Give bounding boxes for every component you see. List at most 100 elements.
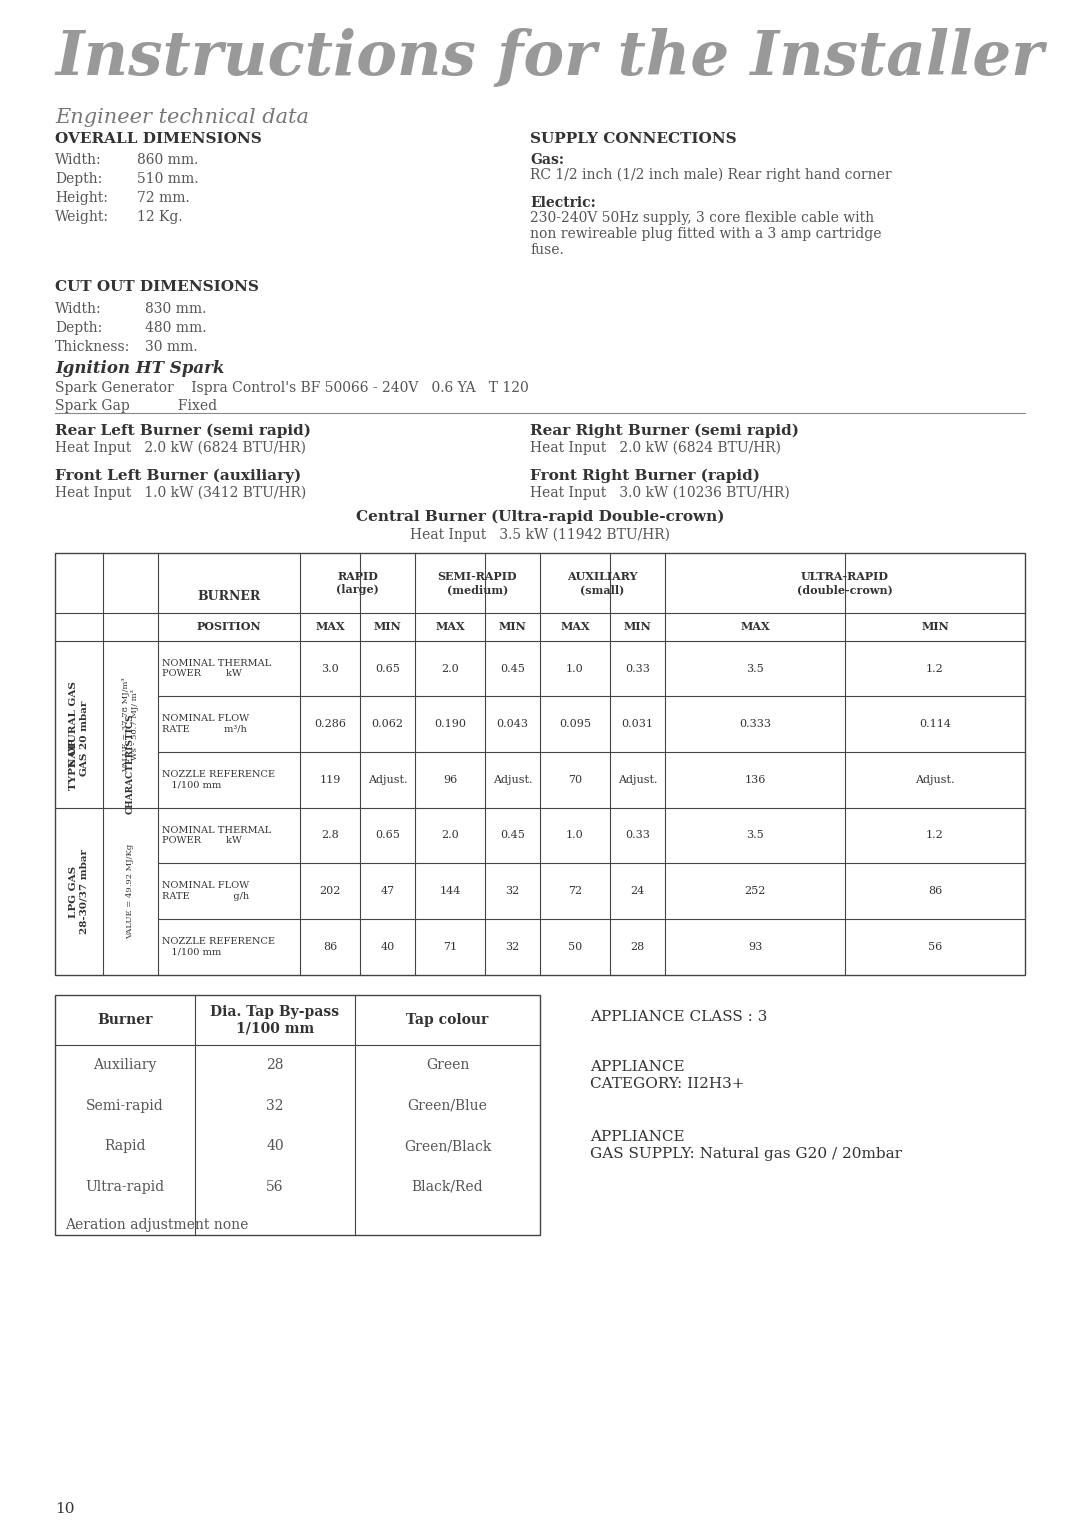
Text: Spark Generator    Ispra Control's BF 50066 - 240V   0.6 YA   T 120: Spark Generator Ispra Control's BF 50066… (55, 380, 529, 396)
Text: 70: 70 (568, 775, 582, 785)
Text: 1.2: 1.2 (927, 831, 944, 840)
Text: Central Burner (Ultra-rapid Double-crown): Central Burner (Ultra-rapid Double-crown… (355, 510, 725, 524)
Text: OVERALL DIMENSIONS: OVERALL DIMENSIONS (55, 131, 261, 147)
Text: 830 mm.: 830 mm. (145, 303, 206, 316)
Text: Gas:: Gas: (530, 153, 564, 167)
Text: Rear Left Burner (semi rapid): Rear Left Burner (semi rapid) (55, 423, 311, 439)
Text: 86: 86 (323, 941, 337, 952)
Text: Engineer technical data: Engineer technical data (55, 108, 309, 127)
Text: Height:: Height: (55, 191, 108, 205)
Text: 1.2: 1.2 (927, 663, 944, 674)
Text: 3.0: 3.0 (321, 663, 339, 674)
Text: POSITION: POSITION (197, 622, 261, 633)
Bar (55, 553, 1025, 975)
Text: TYPE OF
GAS: TYPE OF GAS (69, 738, 89, 790)
Text: 0.286: 0.286 (314, 720, 346, 729)
Text: 0.062: 0.062 (372, 720, 404, 729)
Text: 0.031: 0.031 (621, 720, 653, 729)
Text: SUPPLY CONNECTIONS: SUPPLY CONNECTIONS (530, 131, 737, 147)
Text: 86: 86 (928, 886, 942, 895)
Text: RAPID
(large): RAPID (large) (336, 571, 379, 594)
Text: Adjust.: Adjust. (492, 775, 532, 785)
Text: 0.043: 0.043 (497, 720, 528, 729)
Text: MIN: MIN (374, 622, 402, 633)
Text: CUT OUT DIMENSIONS: CUT OUT DIMENSIONS (55, 280, 259, 293)
Text: MIN: MIN (921, 622, 949, 633)
Text: Burner: Burner (97, 1013, 152, 1027)
Text: 72 mm.: 72 mm. (137, 191, 190, 205)
Text: Front Left Burner (auxiliary): Front Left Burner (auxiliary) (55, 469, 301, 483)
Text: Rapid: Rapid (105, 1140, 146, 1154)
Text: 1.0: 1.0 (566, 831, 584, 840)
Text: Heat Input   1.0 kW (3412 BTU/HR): Heat Input 1.0 kW (3412 BTU/HR) (55, 486, 307, 500)
Text: 93: 93 (747, 941, 762, 952)
Bar (55, 995, 540, 1235)
Text: Depth:: Depth: (55, 173, 103, 186)
Text: VALUE = 49.92 MJ/Kg: VALUE = 49.92 MJ/Kg (126, 843, 135, 940)
Text: Width:: Width: (55, 153, 102, 167)
Text: 32: 32 (267, 1099, 284, 1112)
Text: AUXILIARY
(small): AUXILIARY (small) (567, 571, 638, 594)
Text: 0.65: 0.65 (375, 663, 400, 674)
Text: LPG GAS
28-30/37 mbar: LPG GAS 28-30/37 mbar (69, 850, 89, 934)
Text: NOMINAL THERMAL
POWER        kW: NOMINAL THERMAL POWER kW (162, 659, 271, 678)
Text: Green/Blue: Green/Blue (407, 1099, 487, 1112)
Text: APPLIANCE CLASS : 3: APPLIANCE CLASS : 3 (590, 1010, 768, 1024)
Text: APPLIANCE: APPLIANCE (590, 1131, 685, 1144)
Text: Thickness:: Thickness: (55, 341, 131, 354)
Text: 136: 136 (744, 775, 766, 785)
Text: ULTRA-RAPID
(double-crown): ULTRA-RAPID (double-crown) (797, 571, 893, 594)
Text: 202: 202 (320, 886, 340, 895)
Text: 144: 144 (440, 886, 461, 895)
Text: CHARACTERISTICS: CHARACTERISTICS (126, 714, 135, 814)
Text: 480 mm.: 480 mm. (145, 321, 206, 335)
Text: Rear Right Burner (semi rapid): Rear Right Burner (semi rapid) (530, 423, 799, 439)
Text: Ignition HT Spark: Ignition HT Spark (55, 361, 225, 377)
Text: Semi-rapid: Semi-rapid (86, 1099, 164, 1112)
Text: 32: 32 (505, 886, 519, 895)
Text: 71: 71 (443, 941, 457, 952)
Text: NOMINAL FLOW
RATE              g/h: NOMINAL FLOW RATE g/h (162, 882, 249, 900)
Text: 47: 47 (380, 886, 394, 895)
Text: MAX: MAX (561, 622, 590, 633)
Text: 30 mm.: 30 mm. (145, 341, 198, 354)
Text: Heat Input   2.0 kW (6824 BTU/HR): Heat Input 2.0 kW (6824 BTU/HR) (55, 442, 306, 455)
Text: Adjust.: Adjust. (368, 775, 407, 785)
Text: Spark Gap           Fixed: Spark Gap Fixed (55, 399, 217, 413)
Text: Dia. Tap By-pass
1/100 mm: Dia. Tap By-pass 1/100 mm (211, 1005, 339, 1034)
Text: 32: 32 (505, 941, 519, 952)
Text: Heat Input   2.0 kW (6824 BTU/HR): Heat Input 2.0 kW (6824 BTU/HR) (530, 442, 781, 455)
Text: 2.0: 2.0 (441, 663, 459, 674)
Text: Tap colour: Tap colour (406, 1013, 488, 1027)
Text: 0.33: 0.33 (625, 831, 650, 840)
Text: 96: 96 (443, 775, 457, 785)
Text: NATURAL GAS
20 mbar: NATURAL GAS 20 mbar (69, 681, 89, 767)
Text: NOMINAL THERMAL
POWER        kW: NOMINAL THERMAL POWER kW (162, 825, 271, 845)
Text: VALUE = 37.78 MJ/m³
Ws - 50.7 MJ/ m³: VALUE = 37.78 MJ/m³ Ws - 50.7 MJ/ m³ (122, 677, 139, 772)
Text: 56: 56 (267, 1180, 284, 1193)
Text: Aeration adjustment none: Aeration adjustment none (65, 1218, 248, 1232)
Text: Depth:: Depth: (55, 321, 103, 335)
Text: 56: 56 (928, 941, 942, 952)
Text: 40: 40 (380, 941, 394, 952)
Text: Instructions for the Installer: Instructions for the Installer (55, 28, 1043, 89)
Text: NOZZLE REFERENCE
   1/100 mm: NOZZLE REFERENCE 1/100 mm (162, 770, 275, 790)
Text: 3.5: 3.5 (746, 831, 764, 840)
Text: Ultra-rapid: Ultra-rapid (85, 1180, 164, 1193)
Text: SEMI-RAPID
(medium): SEMI-RAPID (medium) (437, 571, 517, 594)
Text: 72: 72 (568, 886, 582, 895)
Text: 2.8: 2.8 (321, 831, 339, 840)
Text: GAS SUPPLY: Natural gas G20 / 20mbar: GAS SUPPLY: Natural gas G20 / 20mbar (590, 1148, 902, 1161)
Text: MAX: MAX (435, 622, 464, 633)
Text: RC 1/2 inch (1/2 inch male) Rear right hand corner: RC 1/2 inch (1/2 inch male) Rear right h… (530, 168, 892, 182)
Text: 28: 28 (267, 1059, 284, 1073)
Text: 0.33: 0.33 (625, 663, 650, 674)
Text: Adjust.: Adjust. (618, 775, 658, 785)
Text: 3.5: 3.5 (746, 663, 764, 674)
Text: 119: 119 (320, 775, 340, 785)
Text: Weight:: Weight: (55, 209, 109, 225)
Text: 0.65: 0.65 (375, 831, 400, 840)
Text: 12 Kg.: 12 Kg. (137, 209, 183, 225)
Text: CATEGORY: II2H3+: CATEGORY: II2H3+ (590, 1077, 744, 1091)
Text: MIN: MIN (499, 622, 526, 633)
